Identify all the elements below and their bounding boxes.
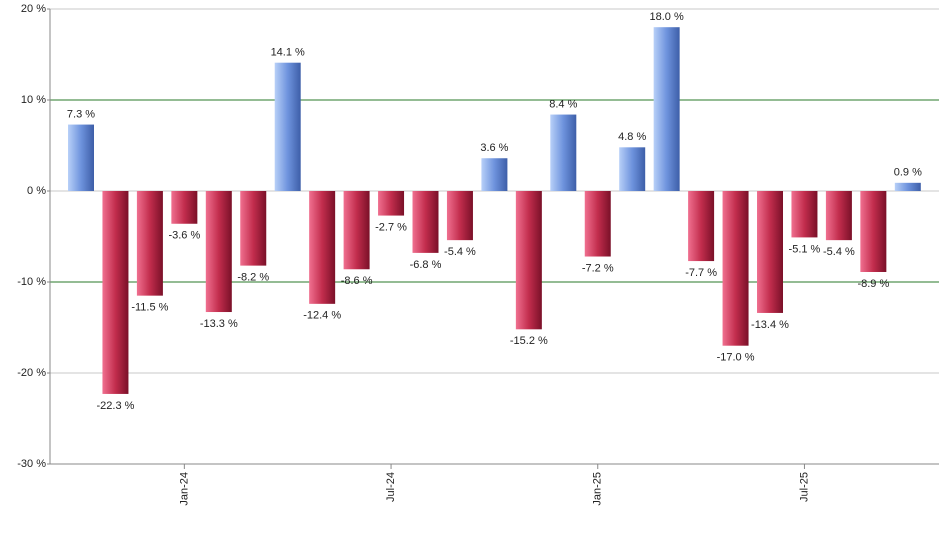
bar	[343, 191, 370, 270]
y-tick-label: -10 %	[17, 276, 46, 288]
x-tick-label: Jan-24	[178, 472, 190, 506]
bar	[412, 191, 439, 253]
y-tick-label: -30 %	[17, 458, 46, 470]
value-label: -8.9 %	[857, 278, 889, 290]
x-tick-label: Jul-25	[798, 472, 810, 502]
bar	[378, 191, 405, 216]
value-label: -13.3 %	[200, 318, 238, 330]
bar	[309, 191, 336, 304]
value-label: -7.7 %	[685, 267, 717, 279]
value-label: 4.8 %	[618, 131, 646, 143]
bar	[894, 182, 921, 191]
value-label: -5.1 %	[789, 243, 821, 255]
y-tick-label: 0 %	[27, 185, 46, 197]
x-tick-label: Jan-25	[592, 472, 604, 506]
value-label: -11.5 %	[131, 302, 168, 314]
value-label: 14.1 %	[271, 47, 305, 59]
value-label: 3.6 %	[480, 142, 508, 154]
value-label: -2.7 %	[375, 221, 407, 233]
value-label: 0.9 %	[894, 167, 922, 179]
bar	[619, 147, 646, 191]
value-label: -8.2 %	[237, 272, 269, 284]
bar	[171, 191, 198, 224]
value-label: -15.2 %	[510, 335, 548, 347]
bar	[240, 191, 267, 266]
bar	[584, 191, 611, 257]
value-label: -7.2 %	[582, 262, 614, 274]
bar	[757, 191, 783, 313]
value-label: -12.4 %	[303, 310, 341, 322]
bar	[688, 191, 715, 262]
value-label: 8.4 %	[549, 98, 577, 110]
x-tick-label: Jul-24	[385, 472, 397, 502]
bar	[550, 114, 577, 191]
value-label: -17.0 %	[717, 352, 755, 364]
bar	[136, 191, 163, 296]
value-label: 18.0 %	[650, 11, 684, 23]
bar	[722, 191, 749, 346]
bar	[102, 191, 129, 394]
value-label: -13.4 %	[751, 319, 789, 331]
value-label: -6.8 %	[410, 259, 442, 271]
bar	[481, 158, 508, 191]
bar	[205, 191, 232, 313]
value-label: -3.6 %	[168, 230, 200, 242]
value-label: -5.4 %	[823, 246, 855, 258]
bar	[653, 27, 680, 192]
bar	[791, 191, 818, 238]
value-label: -5.4 %	[444, 246, 476, 258]
bar	[825, 191, 852, 241]
bar	[446, 191, 473, 241]
bar	[860, 191, 887, 272]
value-label: -22.3 %	[96, 400, 134, 412]
value-label: -8.6 %	[341, 275, 373, 287]
y-tick-label: 10 %	[21, 94, 46, 106]
bar	[274, 62, 301, 191]
bar	[68, 124, 94, 191]
value-label: 7.3 %	[67, 108, 95, 120]
bar	[515, 191, 542, 330]
y-tick-label: 20 %	[21, 3, 46, 15]
y-tick-label: -20 %	[17, 367, 46, 379]
